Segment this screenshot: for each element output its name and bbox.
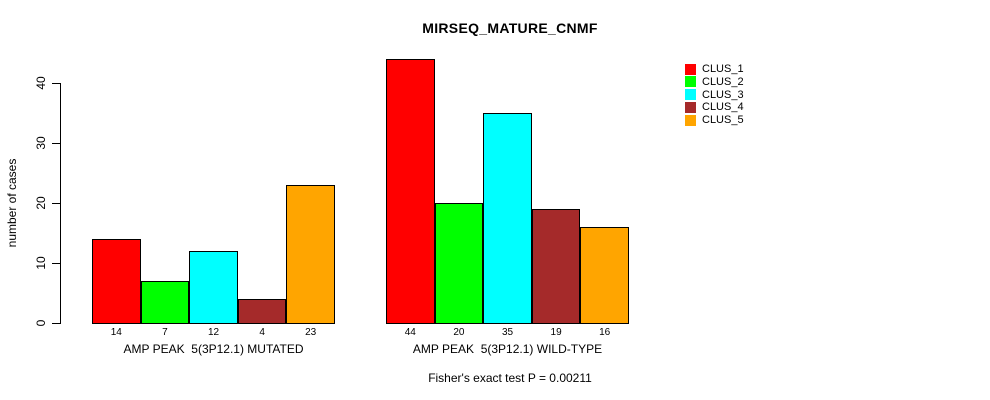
y-tick-mark [52, 263, 60, 264]
legend-swatch [685, 76, 696, 88]
group-label: AMP PEAK 5(3P12.1) WILD-TYPE [412, 342, 603, 356]
legend-item-clus_4: CLUS_4 [685, 101, 744, 113]
y-tick-label: 40 [34, 76, 48, 90]
bar-clus_2 [434, 203, 484, 324]
bar-value-label: 4 [259, 327, 265, 338]
bar-value-label: 16 [599, 327, 611, 338]
group-label: AMP PEAK 5(3P12.1) MUTATED [123, 342, 304, 356]
legend-swatch [685, 101, 696, 113]
bar-clus_2 [140, 281, 190, 324]
bar-clus_4 [531, 209, 581, 324]
bar-value-label: 20 [453, 327, 465, 338]
bar-clus_1 [386, 59, 435, 324]
legend-label: CLUS_2 [702, 75, 744, 88]
bar-clus_5 [286, 185, 335, 324]
legend-item-clus_5: CLUS_5 [685, 114, 744, 126]
legend-item-clus_1: CLUS_1 [685, 63, 744, 75]
y-tick-label: 30 [34, 136, 48, 150]
y-tick-label: 10 [34, 256, 48, 270]
bar-value-label: 14 [110, 327, 122, 338]
y-tick-label: 20 [34, 196, 48, 210]
legend-label: CLUS_3 [702, 88, 744, 101]
y-tick-mark [52, 323, 60, 324]
bar-clus_4 [237, 299, 287, 324]
legend-swatch [685, 89, 696, 100]
y-tick-label: 0 [34, 319, 48, 327]
legend-label: CLUS_4 [702, 101, 744, 114]
bar-value-label: 23 [305, 327, 317, 338]
legend-item-clus_2: CLUS_2 [685, 76, 744, 88]
bar-clus_5 [580, 227, 629, 324]
bar-value-label: 12 [207, 327, 220, 338]
chart-title: MIRSEQ_MATURE_CNMF [422, 20, 598, 36]
y-tick-mark [52, 203, 60, 204]
bar-value-label: 19 [550, 327, 562, 338]
y-axis-line [60, 83, 61, 324]
legend-label: CLUS_5 [702, 114, 744, 126]
bar-value-label: 44 [404, 327, 416, 338]
bar-value-label: 35 [501, 327, 514, 338]
fisher-test-note: Fisher's exact test P = 0.00211 [428, 371, 592, 385]
bar-clus_3 [189, 251, 238, 324]
bar-value-label: 7 [162, 327, 168, 338]
legend-swatch [685, 63, 696, 75]
legend-swatch [685, 114, 696, 126]
y-tick-mark [52, 143, 60, 144]
y-axis-title: number of cases [5, 158, 19, 248]
bar-clus_3 [483, 113, 532, 324]
legend-item-clus_3: CLUS_3 [685, 89, 744, 101]
legend-label: CLUS_1 [702, 63, 744, 75]
bar-clus_1 [92, 239, 141, 324]
y-tick-mark [52, 83, 60, 84]
